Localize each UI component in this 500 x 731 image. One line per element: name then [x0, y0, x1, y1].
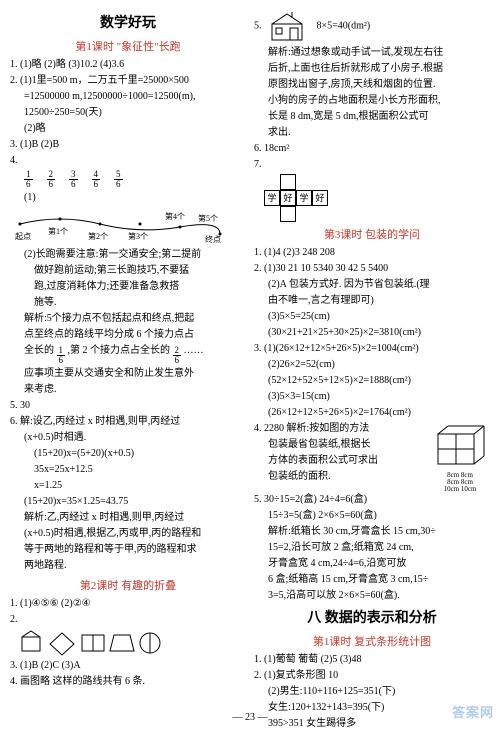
- s3q3c: (52×12+52×5+12×5)×2=1888(cm²): [254, 374, 490, 388]
- svg-text:第5个: 第5个: [198, 213, 218, 223]
- q2d: (2)略: [10, 122, 246, 136]
- s3q5exp2: 15=2,沿长可放 2 盒;纸箱宽 24 cm,: [254, 541, 490, 555]
- main-title: 数学好玩: [10, 12, 246, 32]
- svg-text:第3个: 第3个: [128, 231, 148, 241]
- fraction-row: 16 26 36 46 56: [10, 170, 246, 189]
- s2q2: 2.: [10, 613, 246, 627]
- s3q5a: 5. 30÷15=2(盒) 24÷4=6(盒): [254, 493, 490, 507]
- q4-exp2: 点至终点的路线平均分成 6 个接力点占: [10, 328, 246, 342]
- r-q6: 6. 18cm²: [254, 142, 490, 156]
- page-number: — 23 —: [233, 712, 268, 723]
- q4-2a: (2)长跑需要注意:第一交通安全;第二提前: [10, 248, 246, 262]
- q4-2d: 施等.: [10, 296, 246, 310]
- shapes-sketch: [10, 629, 246, 657]
- s3q3a: 3. (1)(26×12+12×5+26×5)×2=1004(cm²): [254, 342, 490, 356]
- section1-header: 第1课时 "象征性"长跑: [10, 38, 246, 54]
- q6d: 35x=25x+12.5: [10, 463, 246, 477]
- r-q5exp2: 后折,上面也往后折就形成了小房子.根据: [254, 62, 490, 76]
- r-q5exp4: 小狗的房子的占地面积是小长方形面积,: [254, 94, 490, 108]
- q4: 4.: [10, 154, 246, 168]
- s3q2d: (3)5×5=25(cm): [254, 310, 490, 324]
- q2c: 12500÷250=50(天): [10, 106, 246, 120]
- svg-text:第4个: 第4个: [165, 211, 185, 221]
- q6c: (15+20)x=(5+20)(x+0.5): [10, 447, 246, 461]
- q2b: =12500000 m,12500000÷1000=12500(m),: [10, 90, 246, 104]
- svg-text:起点: 起点: [15, 232, 31, 241]
- svg-text:第2个: 第2个: [88, 231, 108, 241]
- r-q5exp5: 长是 8 dm,宽是 5 dm,根据面积公式可: [254, 110, 490, 124]
- svg-text:终点: 终点: [205, 234, 221, 243]
- q2a: 2. (1)1里=500 m，二万五千里=25000×500: [10, 74, 246, 88]
- s3q3e: (26×12+12×5+26×5)×2=1764(cm²): [254, 406, 490, 420]
- r-q5exp3: 原图找出窗子,房顶,天线和烟囱的位置.: [254, 78, 490, 92]
- unit8-title: 八 数据的表示和分析: [254, 607, 490, 627]
- s2q3: 3. (1)B (2)C (3)A: [10, 659, 246, 673]
- s3q5b: 15÷3=5(盒) 2×6×5=60(盒): [254, 509, 490, 523]
- q5: 5. 30: [10, 399, 246, 413]
- r-q5: 5. 8×5=40(dm²): [254, 8, 490, 44]
- curve-sketch: 起点 第1个 第2个 第3个 第4个 第5个 终点: [10, 209, 230, 243]
- q6e: x=1.25: [10, 479, 246, 493]
- s3q5exp5: 3=5,沿高可以放 2×6×5=60(盒).: [254, 589, 490, 603]
- s3q2c: 由不唯一,言之有理即可): [254, 294, 490, 308]
- q6i: 等于两地的路程和等于甲,丙的路程和求: [10, 543, 246, 557]
- r-q7: 7.: [254, 158, 490, 172]
- s3q5exp3: 牙膏盒宽 4 cm,24÷4=6,沿宽可放: [254, 557, 490, 571]
- q4-exp4: 应事项主要从交通安全和防止发生意外: [10, 367, 246, 381]
- s2q4: 4. 画图略 这样的路线共有 6 条.: [10, 675, 246, 689]
- q6f: (15+20)x=35×1.25=43.75: [10, 495, 246, 509]
- house-sketch: [264, 8, 314, 44]
- watermark: 答案网: [452, 702, 494, 721]
- q4-exp3: 全长的 16 ,第 2 个接力点占全长的 26 ……: [10, 344, 246, 365]
- section2-header: 第2课时 有趣的折叠: [10, 577, 246, 593]
- q4-exp5: 来考虑.: [10, 383, 246, 397]
- grid-shape: 学好学好: [264, 174, 328, 222]
- s3q2b: (2)A 包装方式好. 因为节省包装纸.(理: [254, 278, 490, 292]
- u8q2a: 2. (1)复式条形图 10: [254, 669, 490, 683]
- svg-text:第1个: 第1个: [48, 226, 68, 236]
- s3q5exp4: 6 盒;纸箱高 15 cm,牙膏盒宽 3 cm,15÷: [254, 573, 490, 587]
- q6a: 6. 解:设乙,丙经过 x 时相遇,则甲,丙经过: [10, 415, 246, 429]
- q4-1: (1): [10, 191, 246, 205]
- q1: 1. (1)略 (2)略 (3)10.2 (4)3.6: [10, 58, 246, 72]
- q6g: 解析:乙,丙经过 x 时相遇,则甲,丙经过: [10, 511, 246, 525]
- q4-exp1: 解析:5个接力点不包括起点和终点,把起: [10, 312, 246, 326]
- q4-2c: 跑,过度消耗体力;还要准备急救搭: [10, 280, 246, 294]
- u8sec1-header: 第1课时 复式条形统计图: [254, 633, 490, 649]
- section3-header: 第3课时 包装的学问: [254, 226, 490, 242]
- s3q3d: (3)5×3=15(cm): [254, 390, 490, 404]
- s3q2e: (30×21+21×25+30×25)×2=3810(cm²): [254, 326, 490, 340]
- left-column: 数学好玩 第1课时 "象征性"长跑 1. (1)略 (2)略 (3)10.2 (…: [6, 8, 250, 707]
- q6h: (x+0.5)时相遇,根据乙,丙或甲,丙的路程和: [10, 527, 246, 541]
- s2q1: 1. (1)④⑤⑥ (2)②④: [10, 597, 246, 611]
- s3q2a: 2. (1)30 21 10 5340 30 42 5 5400: [254, 262, 490, 276]
- q6b: (x+0.5)时相遇.: [10, 431, 246, 445]
- u8q2b: (2)男生:110+116+125=351(下): [254, 685, 490, 699]
- s3q3b: (2)26×2=52(cm): [254, 358, 490, 372]
- s3q1: 1. (1)4 (2)3 248 208: [254, 246, 490, 260]
- right-column: 5. 8×5=40(dm²) 解析:通过想象或动手试一试,发现左右往 后折,上面…: [250, 8, 494, 707]
- q6j: 两地路程.: [10, 559, 246, 573]
- r-q5exp6: 求出.: [254, 126, 490, 140]
- q4-2b: 做好跑前运动;第三长跑技巧,不要猛: [10, 264, 246, 278]
- u8q1: 1. (1)葡萄 葡萄 (2)5 (3)48: [254, 653, 490, 667]
- r-q5exp1: 解析:通过想象或动手试一试,发现左右往: [254, 46, 490, 60]
- s3q5exp1: 解析:纸箱长 30 cm,牙膏盒长 15 cm,30÷: [254, 525, 490, 539]
- q3: 3. (1)B (2)B: [10, 138, 246, 152]
- cube-sketch: 8cm 8cm8cm 8cm10cm 10cm: [430, 422, 490, 493]
